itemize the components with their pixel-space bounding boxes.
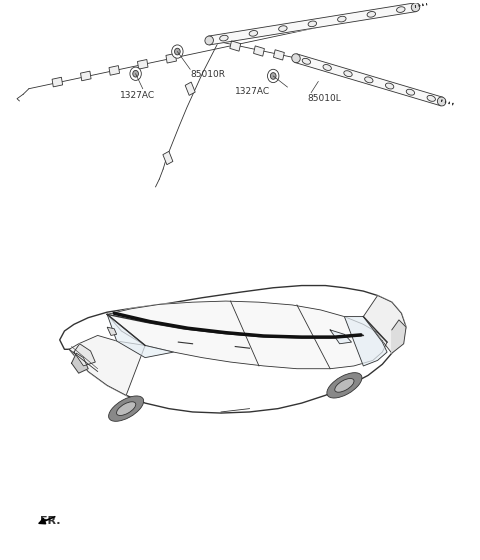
Ellipse shape bbox=[308, 21, 317, 27]
Bar bbox=[185, 82, 195, 95]
Text: FR.: FR. bbox=[40, 516, 60, 526]
Polygon shape bbox=[363, 296, 406, 353]
Bar bbox=[166, 53, 177, 63]
Ellipse shape bbox=[337, 16, 346, 22]
Ellipse shape bbox=[344, 71, 352, 77]
Ellipse shape bbox=[220, 35, 228, 41]
Ellipse shape bbox=[278, 26, 287, 31]
Polygon shape bbox=[74, 344, 96, 366]
Bar bbox=[163, 151, 173, 165]
Polygon shape bbox=[330, 330, 351, 344]
Ellipse shape bbox=[367, 12, 375, 17]
Bar bbox=[137, 59, 148, 69]
Polygon shape bbox=[72, 353, 88, 373]
Ellipse shape bbox=[249, 31, 258, 36]
Ellipse shape bbox=[117, 402, 136, 416]
Text: 1327AC: 1327AC bbox=[120, 91, 156, 100]
Polygon shape bbox=[295, 54, 443, 106]
Ellipse shape bbox=[327, 372, 362, 398]
Circle shape bbox=[130, 67, 141, 81]
Ellipse shape bbox=[323, 64, 331, 71]
Polygon shape bbox=[107, 301, 387, 368]
Ellipse shape bbox=[437, 97, 446, 106]
Circle shape bbox=[133, 71, 138, 77]
Ellipse shape bbox=[335, 379, 354, 392]
Circle shape bbox=[175, 48, 180, 55]
Circle shape bbox=[270, 73, 276, 80]
Text: 1327AC: 1327AC bbox=[235, 87, 270, 96]
Ellipse shape bbox=[406, 89, 415, 95]
Text: 85010L: 85010L bbox=[308, 94, 342, 103]
Ellipse shape bbox=[396, 7, 405, 12]
Ellipse shape bbox=[302, 58, 311, 64]
Ellipse shape bbox=[108, 396, 144, 421]
Polygon shape bbox=[107, 327, 117, 335]
Polygon shape bbox=[209, 3, 416, 45]
Polygon shape bbox=[344, 316, 387, 366]
Circle shape bbox=[172, 45, 183, 58]
Ellipse shape bbox=[385, 83, 394, 89]
Bar bbox=[253, 46, 264, 56]
Polygon shape bbox=[69, 335, 145, 395]
Bar bbox=[230, 41, 240, 51]
Polygon shape bbox=[107, 314, 174, 358]
Polygon shape bbox=[60, 286, 406, 413]
Ellipse shape bbox=[365, 77, 373, 83]
Polygon shape bbox=[392, 320, 406, 353]
Bar bbox=[109, 66, 120, 75]
Bar bbox=[52, 77, 62, 87]
Circle shape bbox=[267, 69, 279, 83]
Bar bbox=[274, 50, 284, 60]
Ellipse shape bbox=[411, 3, 420, 12]
Bar bbox=[81, 71, 91, 81]
Ellipse shape bbox=[427, 95, 435, 101]
Ellipse shape bbox=[292, 54, 300, 63]
Text: 85010R: 85010R bbox=[190, 71, 225, 80]
Ellipse shape bbox=[205, 36, 214, 45]
